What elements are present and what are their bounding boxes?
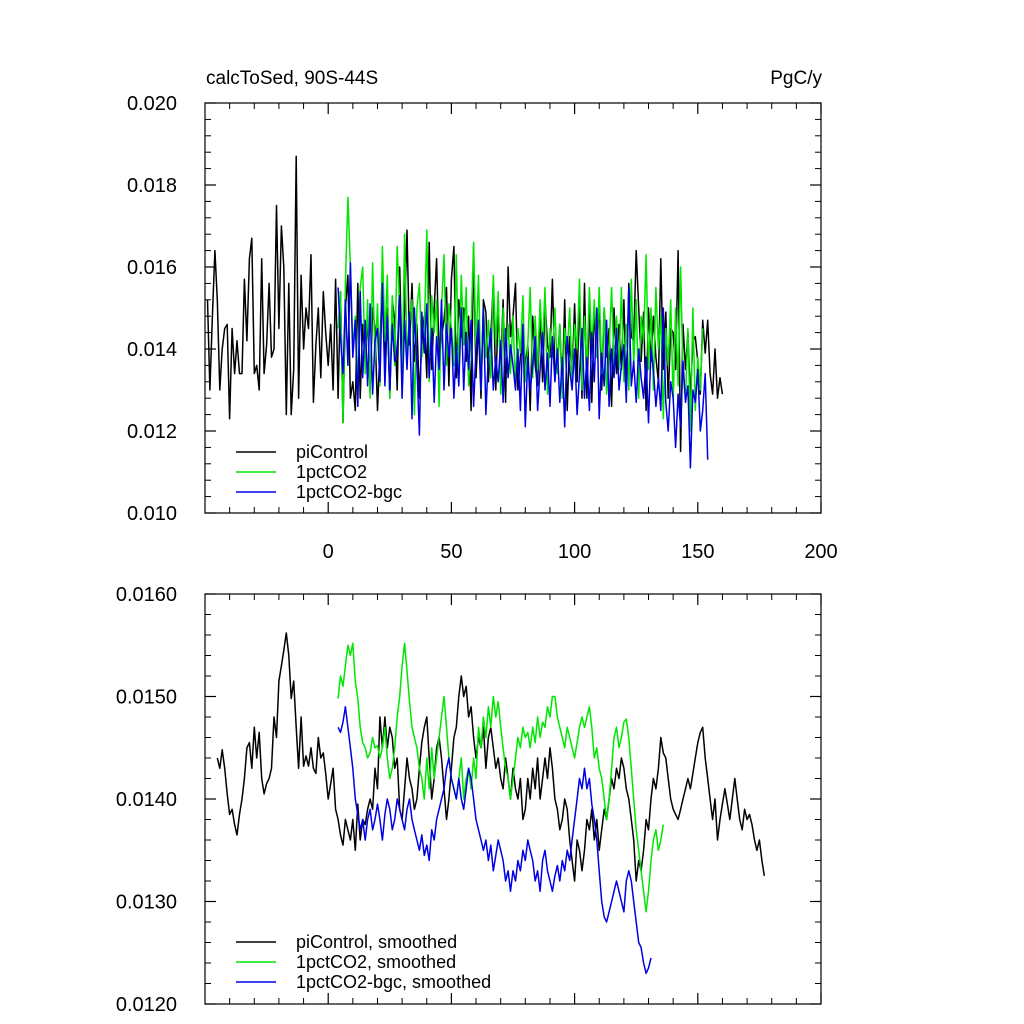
x-tick-label: 0: [323, 541, 334, 563]
x-tick-label: 150: [681, 541, 714, 563]
top-panel: calcToSed, 90S-44S PgC/y 0.010 0.012 0.014…: [127, 68, 838, 563]
y-tick-label: 0.014: [127, 339, 177, 361]
series-line-1: [337, 196, 704, 432]
series-line-0: [206, 155, 724, 453]
top-plot-frame: [204, 102, 822, 514]
series-line-1: [337, 642, 665, 913]
legend-label: piControl: [296, 442, 368, 462]
x-tick-label: 100: [558, 541, 591, 563]
y-tick-label: 0.0140: [116, 789, 177, 811]
y-tick-label: 0.012: [127, 421, 177, 443]
y-tick-label: 0.0120: [116, 994, 177, 1016]
legend-label: 1pctCO2: [296, 462, 367, 482]
y-tick-label: 0.016: [127, 257, 177, 279]
legend-label: 1pctCO2-bgc: [296, 482, 402, 502]
y-tick-label: 0.0150: [116, 687, 177, 709]
series-line-2: [337, 262, 709, 469]
bottom-series: [216, 632, 766, 975]
legend-label: piControl, smoothed: [296, 932, 457, 952]
y-tick-label: 0.018: [127, 175, 177, 197]
y-tick-label: 0.020: [127, 93, 177, 115]
series-line-2: [337, 706, 652, 975]
x-tick-label: 50: [440, 541, 462, 563]
bottom-ticks: 0.0120 0.0130 0.0140 0.0150 0.0160: [116, 584, 822, 1016]
top-series: [206, 155, 724, 469]
chart-title: calcToSed, 90S-44S: [206, 68, 378, 89]
bottom-panel: 0.0120 0.0130 0.0140 0.0150 0.0160 piControl…: [116, 584, 822, 1016]
units-label: PgC/y: [770, 68, 822, 89]
y-tick-label: 0.010: [127, 503, 177, 525]
top-ticks: 0.010 0.012 0.014 0.016 0.018 0.020 0 50 100 150 2…: [127, 93, 838, 563]
legend-label: 1pctCO2, smoothed: [296, 952, 456, 972]
x-tick-label: 200: [804, 541, 837, 563]
y-tick-label: 0.0160: [116, 584, 177, 606]
series-line-0: [216, 632, 766, 882]
y-tick-label: 0.0130: [116, 892, 177, 914]
legend-label: 1pctCO2-bgc, smoothed: [296, 972, 491, 992]
